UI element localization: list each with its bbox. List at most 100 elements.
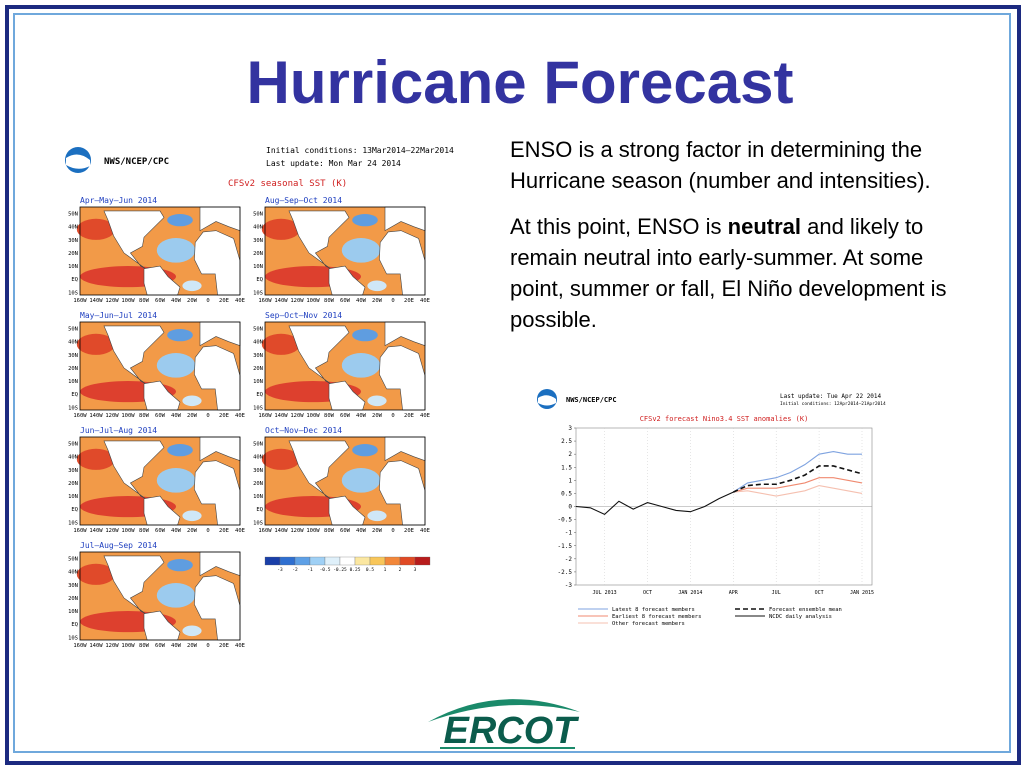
lon-label: 160W [258, 528, 272, 534]
sst-anomaly [167, 443, 193, 457]
lon-label: 160W [258, 413, 272, 419]
lat-label: 50N [253, 327, 263, 333]
lon-label: 40W [356, 528, 367, 534]
land [103, 210, 165, 269]
series-line [733, 450, 862, 493]
colorbar-label: 0.5 [366, 567, 374, 573]
land [143, 495, 181, 526]
y-tick-label: 2.5 [561, 438, 572, 445]
y-tick-label: -1.5 [558, 543, 573, 550]
colorbar-cell [309, 556, 326, 566]
panel-title: Aug–Sep–Oct 2014 [265, 196, 342, 205]
sst-anomaly [167, 213, 193, 227]
colorbar-label: 0.25 [350, 567, 361, 573]
lon-label: 80W [139, 413, 150, 419]
lon-label: 100W [121, 643, 135, 649]
lat-label: 20N [68, 596, 78, 602]
sst-anomaly [341, 238, 381, 263]
colorbar-cell [294, 556, 311, 566]
lon-label: 80W [324, 298, 335, 304]
lon-label: 20W [187, 528, 198, 534]
sst-anomaly [76, 218, 116, 240]
paragraph: ENSO is a strong factor in determining t… [510, 137, 931, 193]
lon-label: 40E [420, 298, 430, 304]
lon-label: 160W [258, 298, 272, 304]
lon-label: 0 [206, 413, 209, 419]
colorbar-cell [384, 556, 401, 566]
sst-anomaly [167, 558, 193, 572]
x-tick-label: APR [729, 590, 739, 596]
lat-label: 10S [253, 405, 263, 411]
y-tick-label: -2 [565, 556, 573, 563]
lon-label: 140W [274, 413, 288, 419]
sst-anomaly [76, 333, 116, 355]
border [13, 13, 1011, 753]
colorbar-cell [279, 556, 296, 566]
x-tick-label: JAN 2015 [850, 590, 874, 596]
sst-anomaly [367, 395, 387, 407]
logo-text: ERCOT [444, 710, 580, 752]
y-tick-label: -0.5 [558, 517, 573, 524]
lon-label: 20E [404, 528, 414, 534]
sst-anomaly [367, 510, 387, 522]
noaa-logo [538, 395, 556, 406]
lon-label: 20W [187, 298, 198, 304]
lon-label: 0 [391, 413, 394, 419]
lon-label: 100W [306, 413, 320, 419]
colorbar-cell [264, 556, 281, 566]
body-text: ENSO is a strong factor in determining t… [510, 134, 960, 350]
lon-label: 80W [139, 643, 150, 649]
lon-label: 160W [73, 298, 87, 304]
colorbar-cell [354, 556, 371, 566]
sst-anomaly [182, 395, 202, 407]
lat-label: 30N [68, 353, 78, 359]
lat-label: 40N [68, 340, 78, 346]
colorbar-cell [339, 556, 356, 566]
panel-title: Oct–Nov–Dec 2014 [265, 426, 342, 435]
lon-label: 0 [206, 643, 209, 649]
series-line [732, 465, 863, 493]
colorbar-label: 3 [414, 567, 417, 573]
lon-label: 60W [155, 643, 166, 649]
lat-label: 40N [253, 340, 263, 346]
panel-title: Jul–Aug–Sep 2014 [80, 541, 157, 550]
map-frame [264, 436, 426, 526]
lon-label: 40E [420, 528, 430, 534]
lon-label: 0 [391, 298, 394, 304]
lon-label: 40E [235, 643, 245, 649]
x-tick-label: OCT [643, 590, 652, 596]
land [288, 440, 350, 499]
x-tick-label: JUL [772, 590, 781, 596]
lat-label: 30N [253, 468, 263, 474]
y-tick-label: -3 [565, 582, 573, 589]
lat-label: EQ [256, 277, 263, 283]
lat-label: 30N [68, 238, 78, 244]
lat-label: 30N [253, 353, 263, 359]
lon-label: 0 [206, 298, 209, 304]
land [103, 440, 165, 499]
y-tick-label: -2.5 [558, 569, 573, 576]
land [143, 265, 181, 296]
lon-label: 80W [139, 298, 150, 304]
lon-label: 100W [121, 413, 135, 419]
land [103, 325, 165, 384]
colorbar-cell [414, 556, 431, 566]
lat-label: 10N [253, 264, 263, 270]
lat-label: 50N [68, 327, 78, 333]
lon-label: 20E [219, 528, 229, 534]
lon-label: 20E [219, 298, 229, 304]
lon-label: 60W [340, 298, 351, 304]
map-frame [264, 321, 426, 411]
lon-label: 140W [274, 528, 288, 534]
colorbar-cell [324, 556, 341, 566]
lat-label: 10S [253, 290, 263, 296]
map-frame [79, 206, 241, 296]
lat-label: 10N [68, 609, 78, 615]
lat-label: 50N [68, 557, 78, 563]
lon-label: 40W [171, 528, 182, 534]
x-tick-label: JAN 2014 [678, 590, 702, 596]
lon-label: 100W [306, 298, 320, 304]
lon-label: 160W [73, 528, 87, 534]
lat-label: 30N [253, 238, 263, 244]
